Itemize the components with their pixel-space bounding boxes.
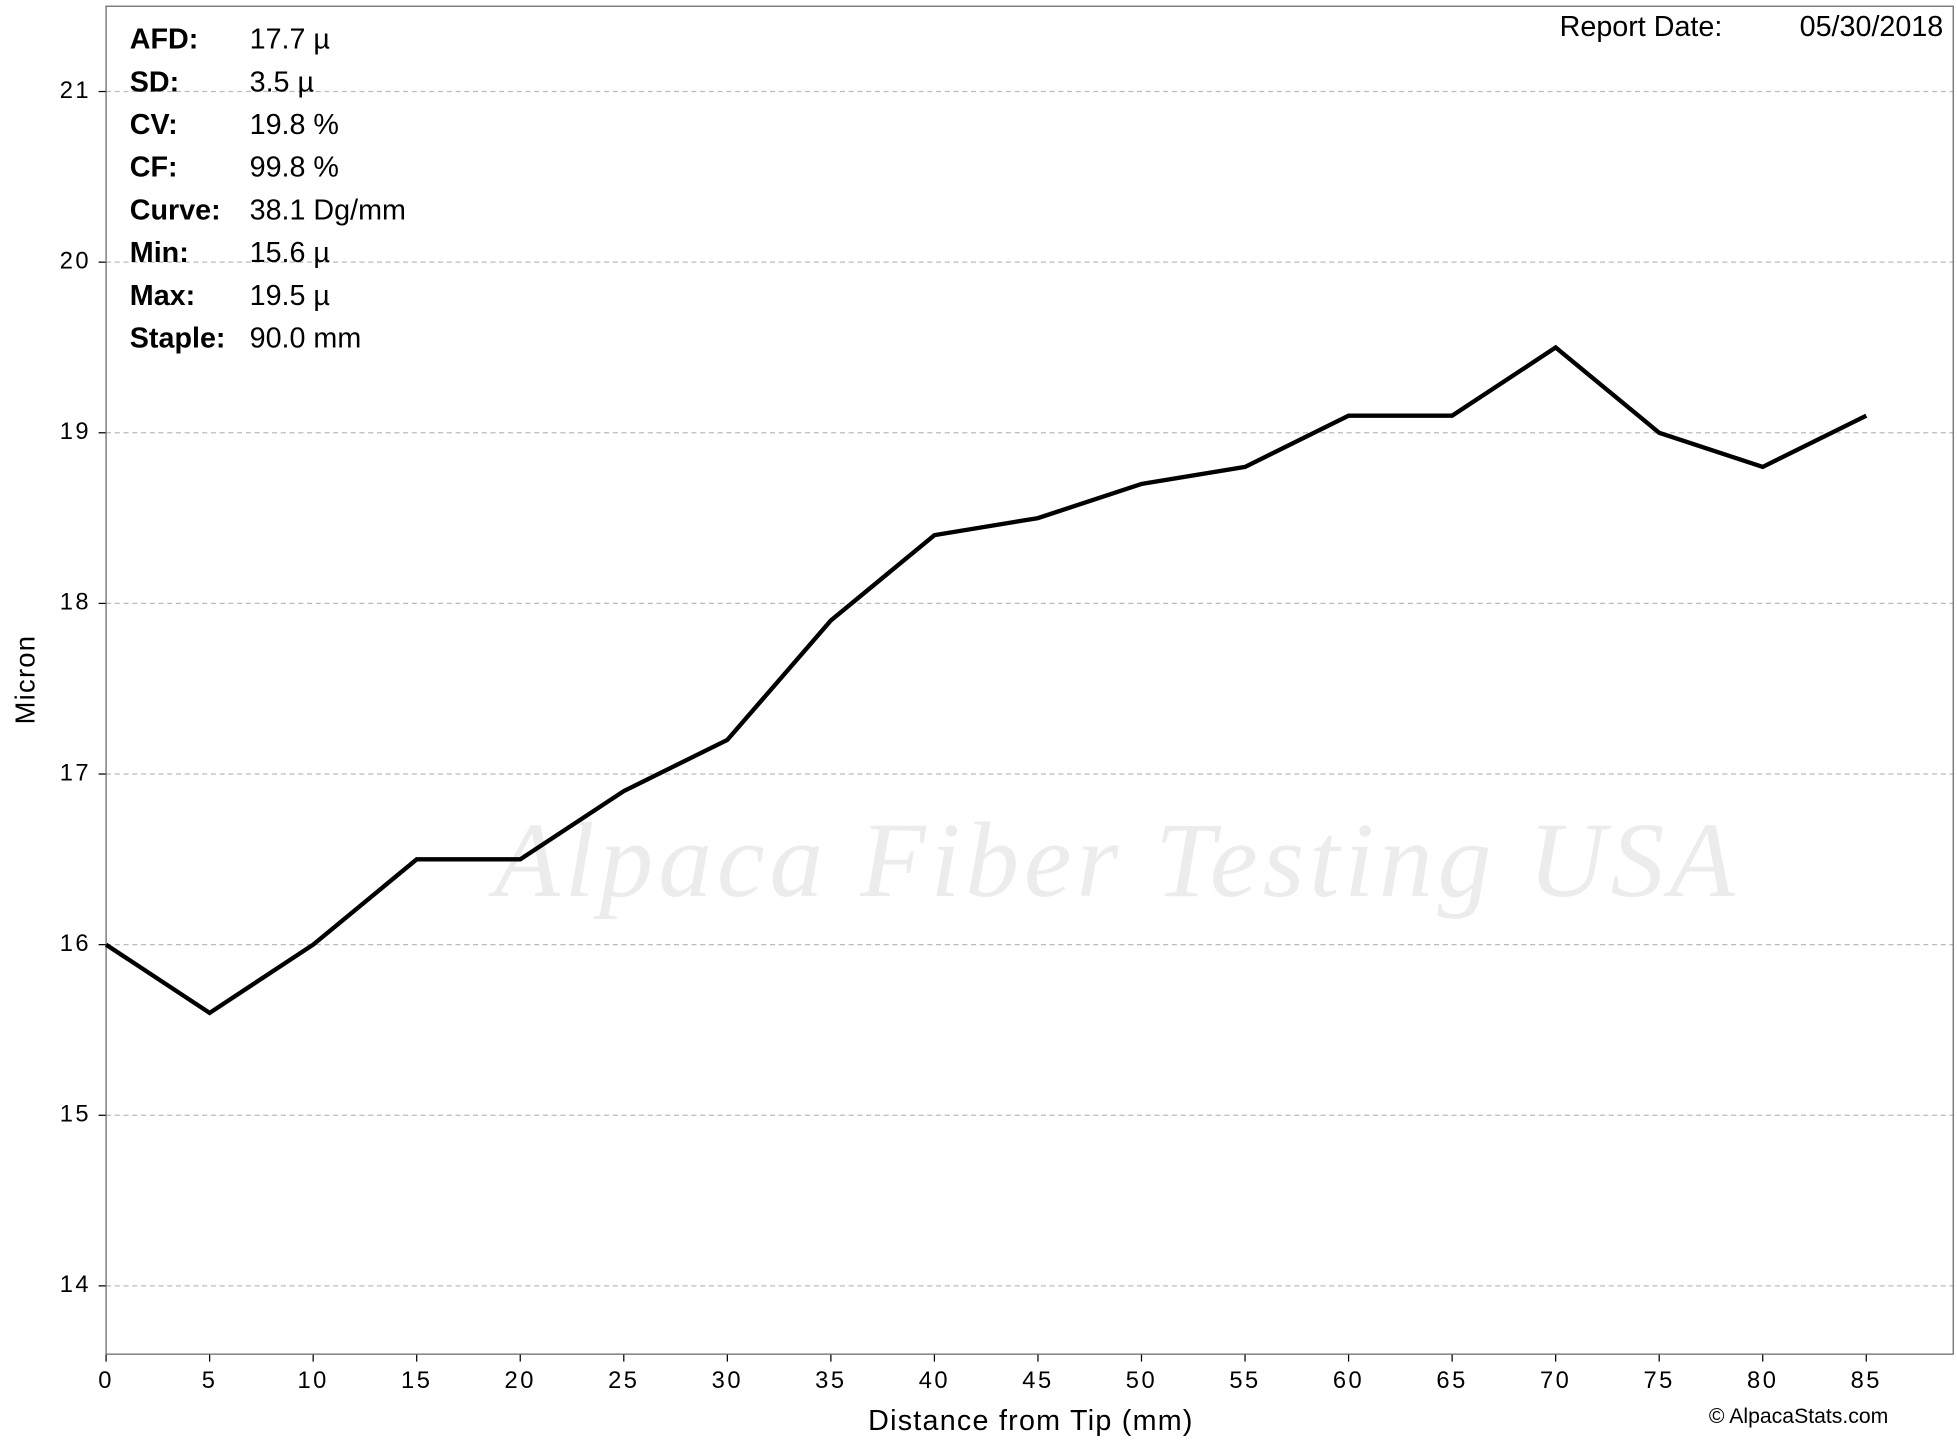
stat-value: 99.8 % — [250, 152, 339, 184]
copyright: © AlpacaStats.com — [1709, 1405, 1888, 1428]
x-tick-label: 15 — [401, 1368, 432, 1394]
x-tick-label: 20 — [505, 1368, 536, 1394]
x-tick-label: 55 — [1229, 1368, 1260, 1394]
y-tick-label: 20 — [60, 248, 91, 274]
stat-label: Min: — [130, 237, 189, 269]
stat-value: 15.6 µ — [250, 237, 330, 269]
x-axis-label: Distance from Tip (mm) — [868, 1405, 1194, 1437]
y-tick-label: 21 — [60, 78, 91, 104]
x-tick-label: 25 — [608, 1368, 639, 1394]
x-tick-label: 45 — [1022, 1368, 1053, 1394]
x-tick-label: 75 — [1644, 1368, 1675, 1394]
x-tick-label: 80 — [1747, 1368, 1778, 1394]
page: {"chart_data": {"type": "line", "x_label… — [0, 0, 1957, 1445]
x-tick-label: 35 — [815, 1368, 846, 1394]
y-tick-label: 17 — [60, 760, 91, 786]
y-tick-label: 14 — [60, 1272, 91, 1298]
x-tick-label: 40 — [919, 1368, 950, 1394]
stat-label: Staple: — [130, 323, 226, 355]
stat-label: CF: — [130, 152, 178, 184]
stat-label: AFD: — [130, 24, 199, 56]
stat-label: CV: — [130, 109, 178, 141]
y-tick-label: 18 — [60, 590, 91, 616]
x-tick-label: 50 — [1126, 1368, 1157, 1394]
y-axis-label: Micron — [10, 635, 41, 725]
chart: Alpaca Fiber Testing USA Report Date: 05… — [0, 0, 1957, 1445]
stat-label: Max: — [130, 280, 195, 312]
stat-value: 17.7 µ — [250, 24, 330, 56]
stat-label: SD: — [130, 66, 179, 98]
x-tick-label: 65 — [1436, 1368, 1467, 1394]
x-tick-label: 85 — [1851, 1368, 1882, 1394]
x-tick-label: 70 — [1540, 1368, 1571, 1394]
y-tick-label: 16 — [60, 931, 91, 957]
report-date: 05/30/2018 — [1800, 11, 1944, 43]
x-tick-label: 10 — [297, 1368, 328, 1394]
stat-value: 38.1 Dg/mm — [250, 194, 406, 226]
x-tick-label: 60 — [1333, 1368, 1364, 1394]
stat-value: 90.0 mm — [250, 323, 362, 355]
stat-value: 3.5 µ — [250, 66, 314, 98]
y-tick-label: 15 — [60, 1102, 91, 1128]
watermark: Alpaca Fiber Testing USA — [488, 801, 1740, 920]
stat-value: 19.5 µ — [250, 280, 330, 312]
report-date-label: Report Date: — [1560, 11, 1723, 43]
x-tick-label: 30 — [712, 1368, 743, 1394]
stat-value: 19.8 % — [250, 109, 339, 141]
x-tick-label: 5 — [202, 1368, 218, 1394]
x-tick-label: 0 — [98, 1368, 114, 1394]
stat-label: Curve: — [130, 194, 221, 226]
y-tick-label: 19 — [60, 419, 91, 445]
